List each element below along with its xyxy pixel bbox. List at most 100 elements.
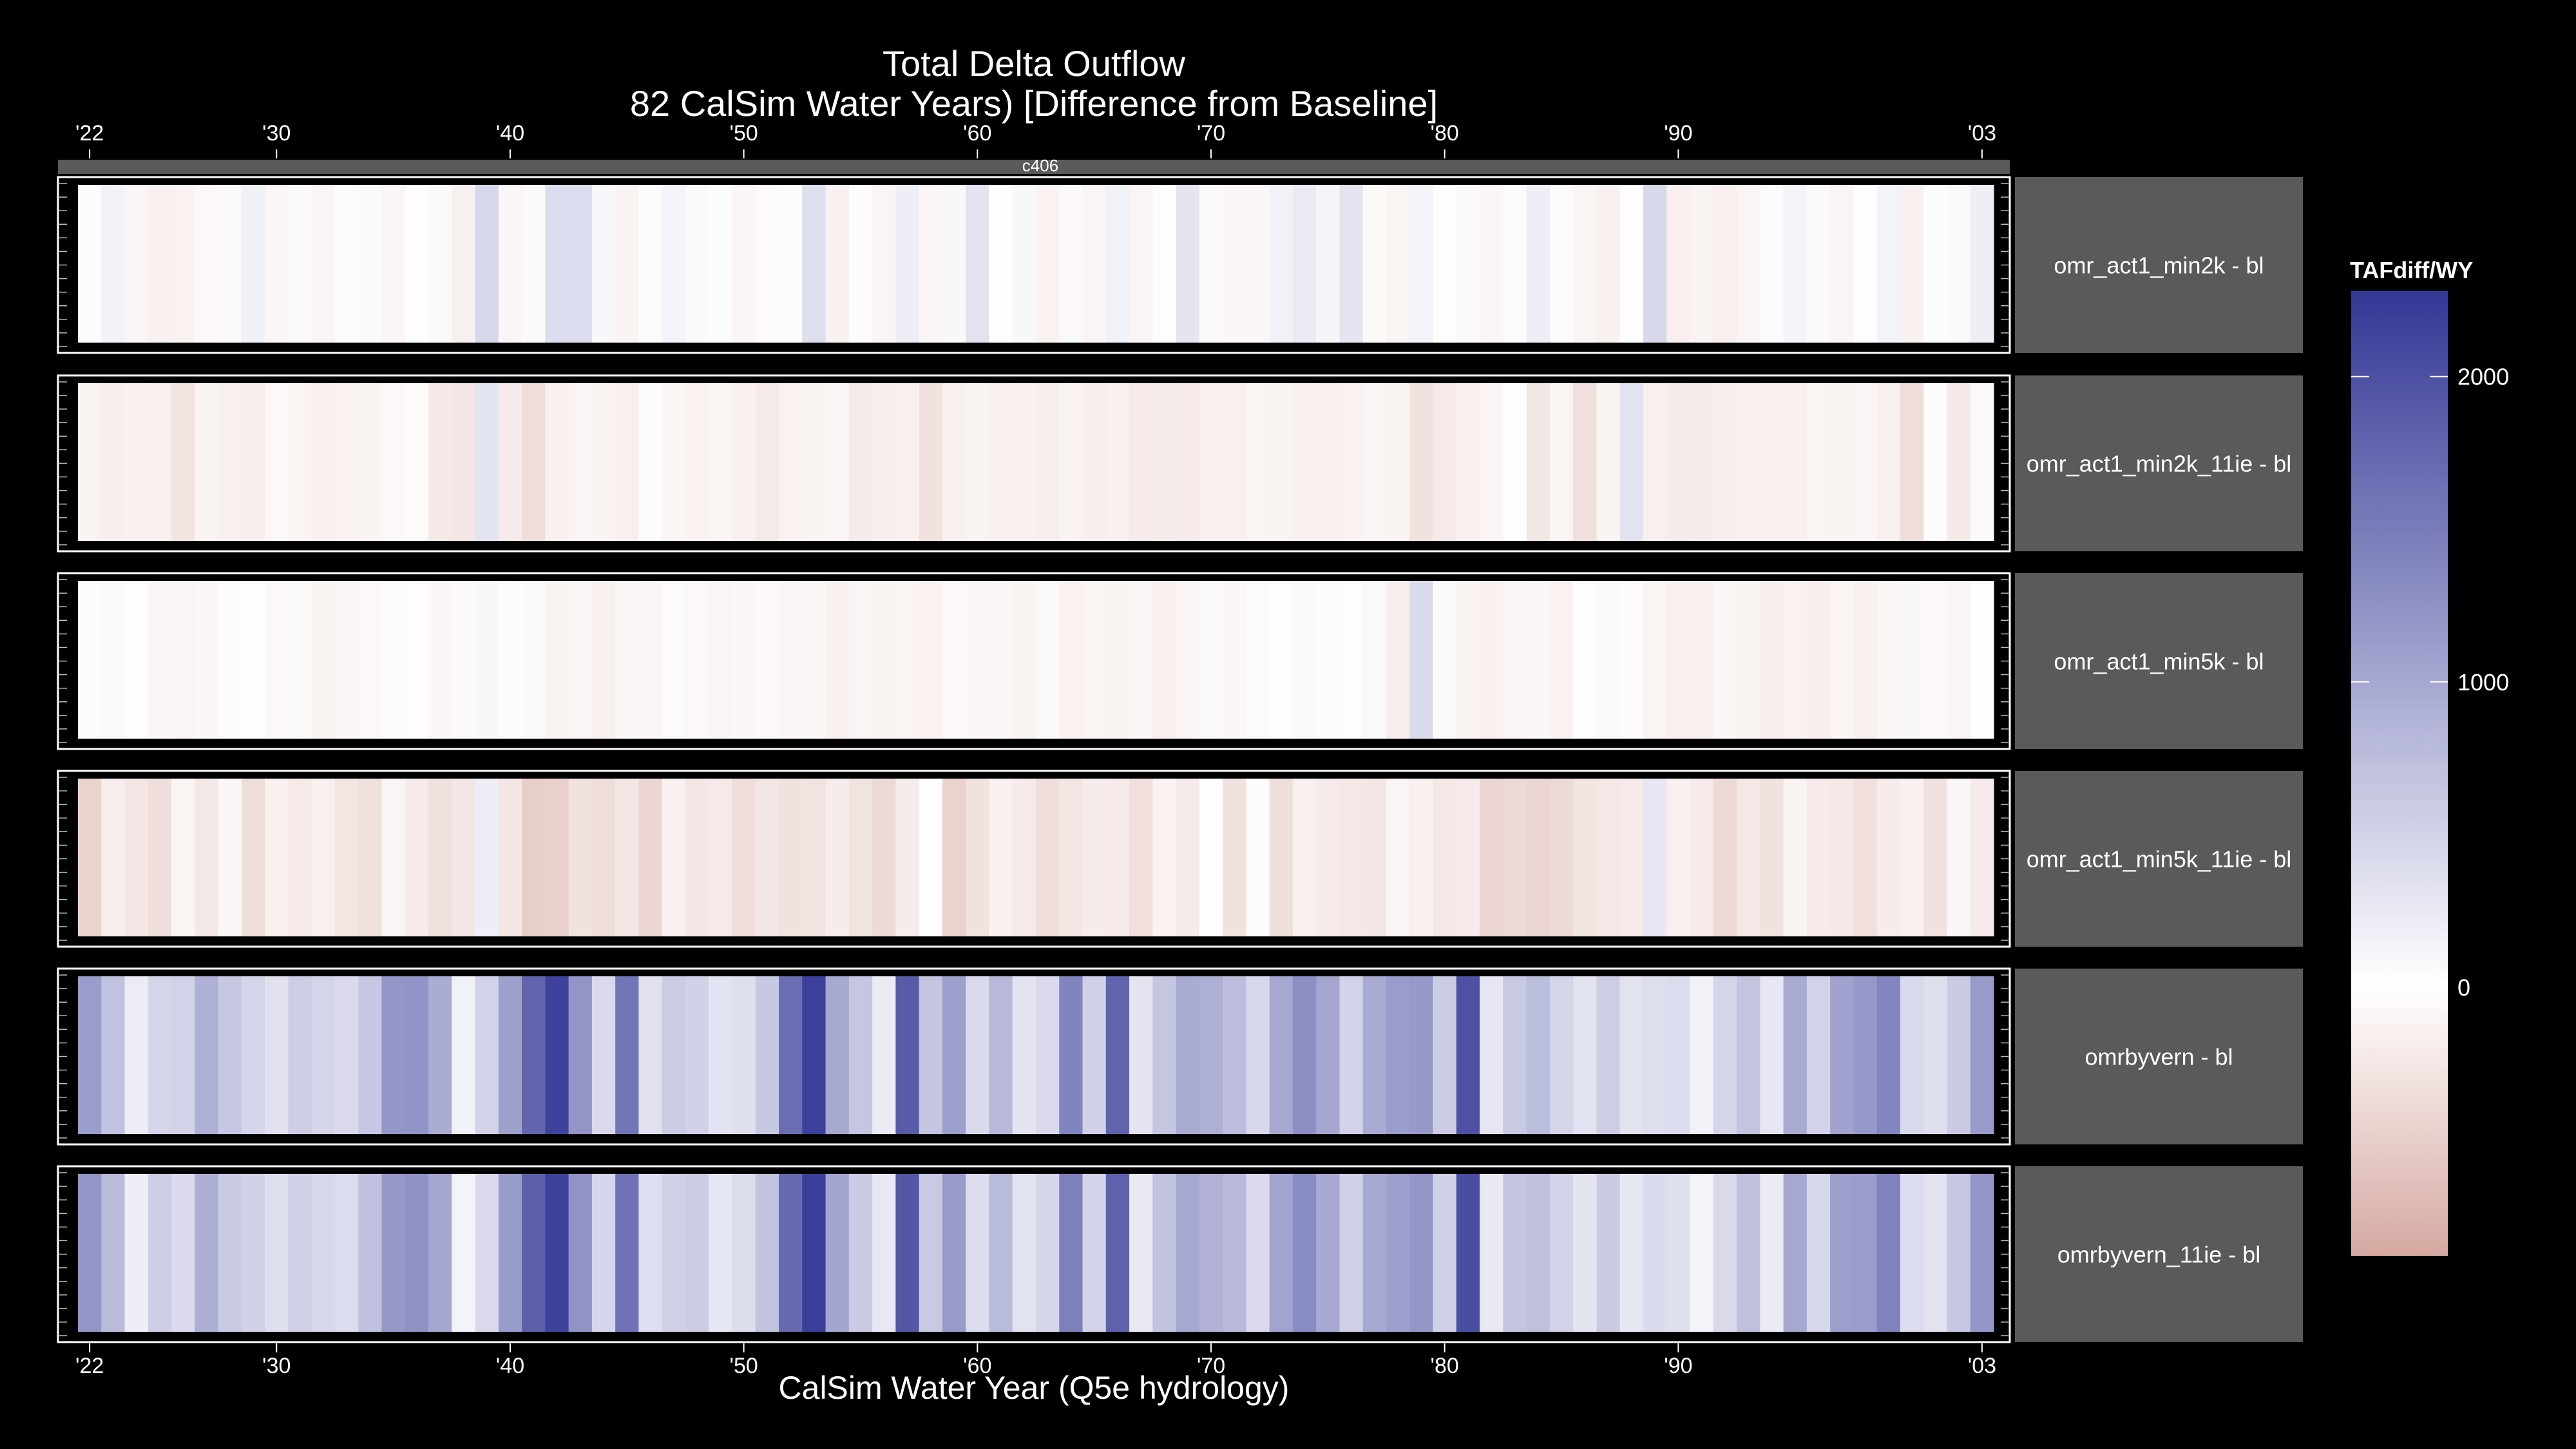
- heat-cell: [755, 1174, 779, 1332]
- heat-cell: [1596, 779, 1621, 936]
- heat-cell: [591, 581, 616, 739]
- heat-cell: [1876, 185, 1901, 343]
- heat-cell: [825, 976, 850, 1134]
- heat-cell: [1456, 185, 1480, 343]
- heat-cell: [1549, 779, 1574, 936]
- heat-cell: [381, 1174, 406, 1332]
- heat-cell: [779, 185, 803, 343]
- heat-cell: [732, 1174, 756, 1332]
- heat-cell: [1480, 976, 1503, 1134]
- heat-cell: [358, 185, 383, 343]
- heat-cell: [171, 779, 195, 936]
- heat-cell: [195, 1174, 219, 1332]
- top-x-tick-label: '90: [1664, 121, 1692, 146]
- heat-cell: [218, 185, 242, 343]
- bottom-x-tick-label: '70: [1197, 1354, 1225, 1378]
- heat-cell: [709, 383, 733, 541]
- heat-cell: [288, 779, 312, 936]
- heat-cell: [1573, 779, 1598, 936]
- heat-cell: [1713, 581, 1737, 739]
- heat-cell: [1129, 581, 1153, 739]
- heat-cell: [1386, 383, 1410, 541]
- heat-cell: [872, 1174, 896, 1332]
- heat-cell: [1433, 779, 1457, 936]
- heat-cell: [1409, 779, 1434, 936]
- heat-cell: [685, 779, 709, 936]
- heat-cell: [334, 1174, 359, 1332]
- heat-cell: [615, 779, 640, 936]
- heat-cell: [568, 383, 593, 541]
- heat-cell: [1176, 779, 1200, 936]
- heat-cell: [1596, 185, 1621, 343]
- heat-cell: [848, 779, 873, 936]
- heat-cell: [989, 779, 1013, 936]
- heat-cell: [288, 581, 312, 739]
- heat-cell: [452, 976, 476, 1134]
- facet-label-box: [2015, 771, 2303, 947]
- heat-cell: [124, 976, 149, 1134]
- legend-title: TAFdiff/WY: [2350, 257, 2473, 283]
- heat-cell: [1246, 185, 1270, 343]
- heat-cell: [1223, 185, 1247, 343]
- heat-cell: [498, 976, 522, 1134]
- heat-cell: [779, 976, 803, 1134]
- facet-label: omr_act1_min2k - bl: [2054, 252, 2264, 279]
- x-axis-label: CalSim Water Year (Q5e hydrology): [779, 1370, 1290, 1406]
- heat-cell: [1199, 779, 1223, 936]
- heat-cell: [1223, 1174, 1247, 1332]
- heat-cell: [1573, 383, 1598, 541]
- heat-cell: [1503, 976, 1527, 1134]
- heat-cell: [1573, 976, 1598, 1134]
- heat-cell: [615, 1174, 640, 1332]
- heat-cell: [405, 976, 429, 1134]
- heat-cell: [545, 581, 569, 739]
- heat-cell: [1783, 976, 1808, 1134]
- heat-cell: [1690, 185, 1714, 343]
- heat-cell: [1456, 383, 1480, 541]
- heat-cell: [1526, 383, 1550, 541]
- legend-colorbar: [2351, 291, 2448, 1256]
- heat-cell: [1152, 581, 1177, 739]
- heat-cell: [872, 581, 896, 739]
- heat-cell: [638, 581, 663, 739]
- heat-cell: [779, 383, 803, 541]
- heat-cell: [1806, 779, 1831, 936]
- heat-cell: [1199, 1174, 1223, 1332]
- top-x-tick-label: '22: [75, 121, 104, 146]
- heat-cell: [1923, 383, 1948, 541]
- heat-cell: [1923, 581, 1948, 739]
- facet-label: omr_act1_min5k - bl: [2054, 649, 2264, 675]
- facet-label-box: [2015, 375, 2303, 551]
- heat-cell: [1433, 185, 1457, 343]
- facet-strip: c406: [58, 156, 2010, 175]
- heat-cell: [1853, 185, 1878, 343]
- heat-cell: [1082, 976, 1107, 1134]
- heat-cell: [1900, 1174, 1924, 1332]
- heat-cell: [381, 779, 406, 936]
- heat-cell: [288, 1174, 312, 1332]
- heat-cell: [1806, 185, 1831, 343]
- facet-strip-label: c406: [1022, 156, 1058, 175]
- heat-cell: [241, 581, 265, 739]
- heat-cell: [1152, 1174, 1177, 1332]
- heat-cell: [1666, 581, 1691, 739]
- heat-cell: [755, 581, 779, 739]
- heat-cell: [101, 383, 126, 541]
- heat-cell: [1152, 976, 1177, 1134]
- heat-cell: [1082, 581, 1107, 739]
- heat-cell: [1433, 581, 1457, 739]
- heat-cell: [1362, 976, 1387, 1134]
- heat-cell: [1619, 976, 1644, 1134]
- heat-cell: [709, 1174, 733, 1332]
- heat-cell: [148, 779, 172, 936]
- heat-cell: [1292, 383, 1317, 541]
- heat-cell: [498, 185, 522, 343]
- heat-cell: [662, 976, 686, 1134]
- heat-cell: [265, 581, 289, 739]
- heat-cell: [1573, 185, 1598, 343]
- bottom-x-tick-label: '80: [1431, 1354, 1459, 1378]
- heat-cell: [101, 976, 126, 1134]
- heat-cell: [124, 581, 149, 739]
- heat-cell: [1690, 383, 1714, 541]
- heat-cell: [872, 383, 896, 541]
